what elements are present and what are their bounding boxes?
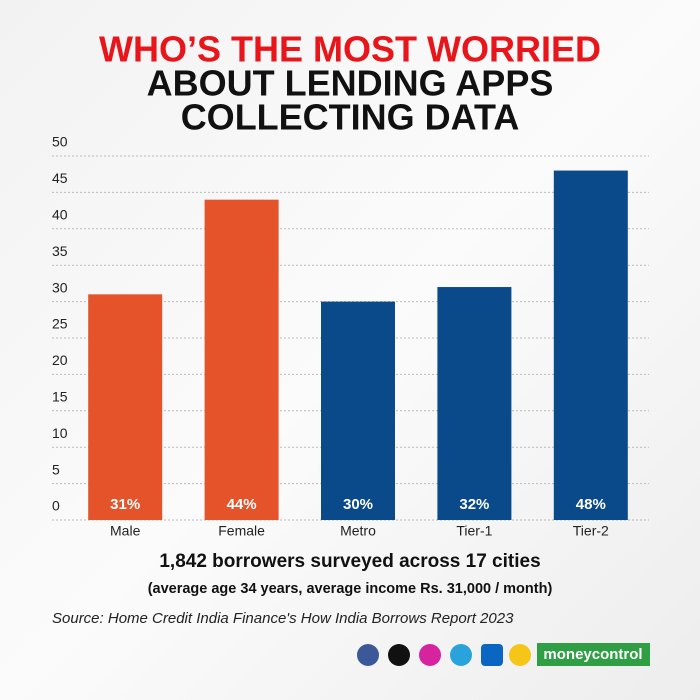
bar	[204, 199, 279, 520]
subtitle: (average age 34 years, average income Rs…	[148, 581, 553, 597]
y-tick-label: 30	[52, 279, 68, 295]
title-line: COLLECTING DATA	[181, 97, 520, 138]
x-tick-label: Metro	[340, 523, 376, 539]
value-label: 31%	[110, 496, 140, 513]
value-label: 32%	[459, 496, 489, 513]
facebook-icon	[357, 644, 379, 666]
y-tick-label: 45	[52, 170, 68, 186]
y-tick-label: 0	[52, 498, 60, 514]
x-icon	[388, 644, 410, 666]
subtitle: 1,842 borrowers surveyed across 17 citie…	[159, 551, 540, 572]
y-tick-label: 25	[52, 316, 68, 332]
brand: moneycontrol	[543, 646, 642, 663]
value-label: 30%	[343, 496, 373, 513]
brand-box	[537, 643, 650, 666]
bar	[437, 287, 512, 520]
source: Source: Home Credit India Finance's How …	[52, 610, 514, 627]
x-tick-label: Tier-1	[456, 523, 492, 539]
app-icon	[509, 644, 531, 666]
x-tick-label: Tier-2	[573, 523, 609, 539]
value-label: 48%	[576, 496, 606, 513]
y-tick-label: 5	[52, 461, 60, 477]
x-tick-label: Female	[218, 523, 265, 539]
bar	[88, 294, 163, 520]
y-tick-label: 15	[52, 389, 68, 405]
bar	[553, 170, 628, 520]
y-tick-label: 20	[52, 352, 68, 368]
y-tick-label: 50	[52, 134, 68, 150]
social-icons	[357, 644, 531, 666]
bar	[321, 301, 395, 520]
y-tick-label: 40	[52, 207, 68, 223]
x-tick-label: Male	[110, 523, 141, 539]
y-tick-label: 10	[52, 425, 68, 441]
title-line: ABOUT LENDING APPS	[147, 63, 554, 104]
title-line: WHO’S THE MOST WORRIED	[99, 29, 601, 70]
y-tick-label: 35	[52, 243, 68, 259]
instagram-icon	[419, 644, 441, 666]
value-label: 44%	[227, 496, 257, 513]
telegram-icon	[450, 644, 472, 666]
linkedin-icon	[481, 644, 503, 666]
